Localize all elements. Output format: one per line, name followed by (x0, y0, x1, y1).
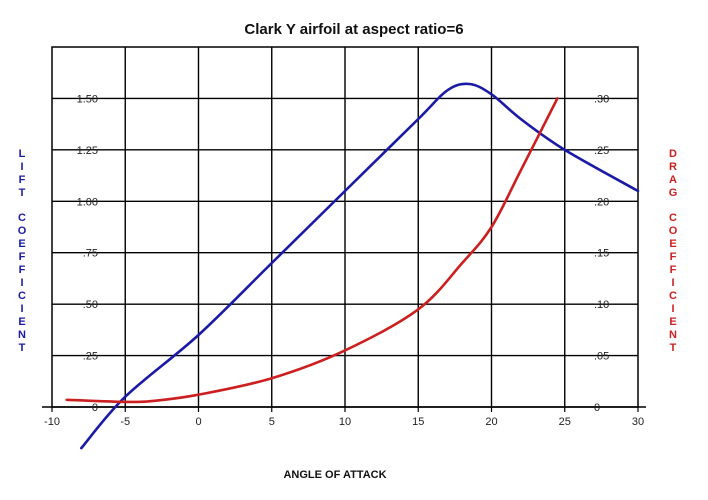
x-tick-label: -5 (120, 416, 130, 428)
x-tick-label: 20 (485, 416, 497, 428)
axis-label-letter: E (669, 238, 676, 250)
y-right-tick-label: 0 (594, 402, 600, 414)
y-right-tick-label: .25 (594, 145, 609, 157)
x-tick-label: 15 (412, 416, 424, 428)
axis-label-letter: E (669, 316, 676, 328)
axis-label-letter: R (669, 161, 677, 173)
axis-label-letter: I (20, 303, 23, 315)
y-left-tick-label: 1.00 (77, 196, 98, 208)
axis-label-letter: I (671, 277, 674, 289)
axis-label-letter: C (669, 212, 677, 224)
y-left-tick-label: 1.25 (77, 145, 98, 157)
axis-label-letter: C (18, 290, 26, 302)
axis-label-letter: E (18, 316, 25, 328)
axis-label-letter: E (18, 238, 25, 250)
axis-label-letter: A (669, 174, 677, 186)
y-left-tick-label: .75 (83, 248, 98, 260)
y-right-tick-label: .30 (594, 93, 609, 105)
series-lines (65, 82, 640, 450)
axis-label-letter: F (19, 264, 26, 276)
axis-label-letter: T (670, 342, 677, 354)
grid (42, 46, 646, 412)
y-right-tick-label: .15 (594, 248, 609, 260)
axis-label-letter: N (18, 329, 26, 341)
y-left-tick-label: .25 (83, 351, 98, 363)
x-tick-label: 0 (195, 416, 201, 428)
axis-label-letter: T (19, 187, 26, 199)
y-left-tick-label: 0 (92, 402, 98, 414)
axis-label-letter: F (19, 174, 26, 186)
axis-label-letter: F (19, 251, 26, 263)
y-right-tick-label: .20 (594, 196, 609, 208)
axis-label-letter: O (18, 225, 27, 237)
x-tick-label: 5 (269, 416, 275, 428)
x-axis-label: ANGLE OF ATTACK (283, 469, 386, 481)
axis-label-letter: I (20, 277, 23, 289)
y-left-tick-label: .50 (83, 299, 98, 311)
x-tick-label: 30 (632, 416, 644, 428)
x-tick-label: 10 (339, 416, 351, 428)
y-right-tick-label: .10 (594, 299, 609, 311)
lift-coefficient-line (80, 82, 640, 450)
axis-label-letter: G (669, 187, 678, 199)
axis-label-letter: D (669, 148, 677, 160)
axis-label-letter: T (19, 342, 26, 354)
drag-coefficient-line (65, 97, 559, 404)
axis-label-letter: F (670, 264, 677, 276)
axis-label-letter: I (20, 161, 23, 173)
axis-label-letter: C (18, 212, 26, 224)
chart-title: Clark Y airfoil at aspect ratio=6 (244, 21, 463, 38)
axis-label-letter: C (669, 290, 677, 302)
axis-label-letter: I (671, 303, 674, 315)
y-right-tick-label: .05 (594, 351, 609, 363)
x-tick-label: 25 (559, 416, 571, 428)
axis-label-letter: O (669, 225, 678, 237)
axis-label-letter: L (19, 148, 26, 160)
y-left-tick-label: 1.50 (77, 93, 98, 105)
axis-label-letter: N (669, 329, 677, 341)
tick-labels: -10 -5 0 5 10 15 20 25 30 0 .25 .50 .75 1.00 1.25 1.50 0… (44, 93, 644, 428)
axis-label-letter: F (670, 251, 677, 263)
x-tick-label: -10 (44, 416, 60, 428)
